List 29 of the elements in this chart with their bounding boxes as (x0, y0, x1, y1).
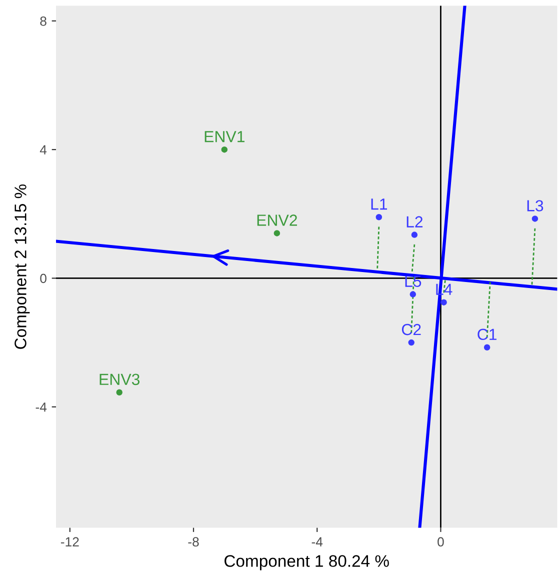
point (410, 291, 416, 298)
x-tick-label: -4 (312, 537, 323, 546)
data-label: ENV3 (100, 374, 140, 386)
y-tick-label: -4 (36, 402, 47, 412)
data-label: L5 (405, 276, 422, 287)
data-label: C1 (478, 328, 496, 340)
data-label: ENV2 (257, 214, 297, 226)
data-label: ENV1 (204, 131, 244, 142)
x-tick-label: 0 (438, 537, 444, 547)
data-label: L3 (527, 200, 544, 212)
point (221, 146, 228, 153)
point (411, 232, 418, 238)
point (116, 389, 122, 396)
point (408, 339, 414, 346)
x-tick-label: -12 (60, 537, 79, 546)
point (440, 299, 447, 306)
point (274, 230, 280, 236)
point (484, 344, 490, 350)
y-axis-title: Component 2 13.15 % (14, 184, 30, 349)
data-label: C2 (402, 324, 421, 336)
x-tick-label: -8 (188, 537, 199, 547)
x-axis-title: Component 1 80.24 % (224, 555, 389, 570)
y-tick-label: 0 (40, 274, 46, 284)
y-tick-label: 8 (40, 16, 46, 26)
data-label: L2 (406, 216, 423, 228)
point (376, 214, 382, 220)
data-label: L1 (371, 198, 388, 210)
point (532, 216, 538, 222)
y-tick-label: 4 (40, 145, 47, 154)
